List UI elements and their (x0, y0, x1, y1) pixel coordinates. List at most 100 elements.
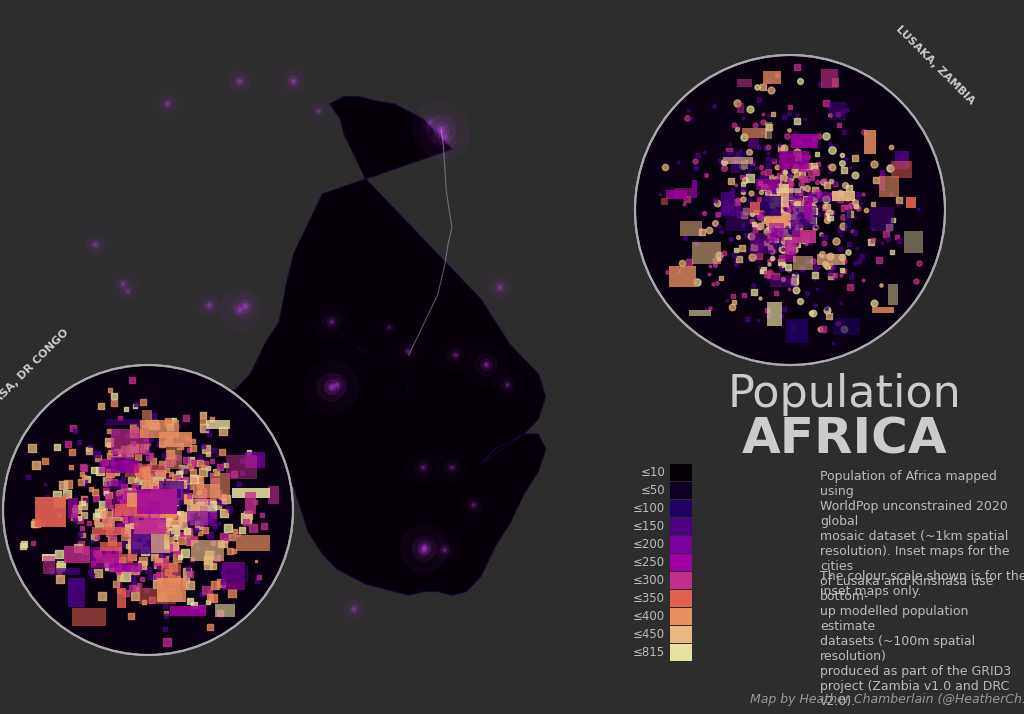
Point (779, 207, 796, 218)
Bar (166, 443, 182, 469)
Bar (143, 501, 154, 520)
Point (163, 504, 179, 516)
Point (128, 583, 144, 594)
Point (72, 528, 88, 540)
Point (141, 494, 158, 506)
Point (86, 486, 102, 498)
Point (135, 508, 152, 519)
Point (155, 489, 171, 501)
Point (128, 508, 144, 520)
Point (171, 468, 187, 480)
Point (746, 119, 763, 130)
Point (170, 482, 186, 493)
Point (787, 161, 804, 173)
Point (785, 210, 802, 221)
Point (882, 162, 898, 174)
Point (145, 489, 162, 501)
Point (138, 499, 155, 511)
Bar (187, 511, 217, 526)
Point (194, 588, 210, 600)
Point (687, 237, 703, 248)
Point (756, 109, 772, 120)
Text: ≤10: ≤10 (640, 466, 665, 478)
Point (160, 518, 176, 530)
Point (209, 449, 225, 461)
Point (115, 563, 131, 574)
Point (830, 318, 847, 329)
Point (840, 246, 856, 258)
Point (118, 487, 134, 498)
Point (177, 474, 194, 486)
Point (807, 184, 823, 196)
Point (153, 436, 169, 448)
Point (783, 192, 800, 203)
Point (16, 539, 33, 550)
Point (158, 473, 174, 484)
Point (132, 469, 148, 481)
Point (181, 511, 198, 522)
Point (741, 104, 758, 115)
Point (726, 296, 742, 308)
Point (781, 206, 798, 217)
Point (775, 142, 792, 154)
Point (248, 555, 264, 566)
Text: ≤50: ≤50 (640, 483, 665, 496)
Point (140, 506, 157, 517)
Bar (692, 242, 721, 264)
Point (780, 203, 797, 215)
Point (138, 506, 155, 518)
Point (143, 501, 160, 513)
Point (134, 504, 151, 516)
Circle shape (244, 305, 247, 308)
Point (97, 456, 114, 468)
Point (126, 495, 142, 506)
Point (135, 531, 152, 543)
Point (127, 487, 143, 498)
Point (199, 543, 215, 555)
Point (233, 524, 250, 536)
Point (734, 186, 751, 198)
Point (153, 521, 169, 533)
Point (788, 109, 805, 121)
Point (134, 501, 151, 513)
Point (736, 289, 753, 301)
Bar (751, 203, 760, 213)
Point (755, 168, 771, 179)
Point (841, 238, 857, 250)
Point (98, 478, 115, 490)
Point (119, 515, 135, 526)
Bar (69, 578, 85, 607)
Point (190, 520, 207, 531)
Point (839, 193, 855, 205)
Point (188, 543, 205, 554)
Point (780, 176, 797, 187)
Point (847, 170, 863, 181)
Point (166, 495, 182, 506)
Point (729, 154, 745, 165)
Point (153, 509, 169, 521)
Point (184, 435, 201, 446)
Point (792, 295, 808, 306)
Point (140, 493, 157, 505)
Point (144, 530, 161, 541)
Point (693, 223, 710, 235)
Point (818, 193, 835, 204)
Point (898, 157, 914, 169)
Point (200, 560, 216, 571)
Point (115, 503, 131, 515)
Point (837, 179, 853, 191)
Point (762, 203, 778, 215)
Point (170, 590, 186, 602)
Point (140, 504, 157, 516)
Point (179, 566, 196, 578)
Point (116, 449, 132, 461)
Point (146, 503, 163, 515)
Bar (770, 228, 800, 237)
Point (102, 514, 119, 526)
Point (114, 538, 130, 549)
Point (200, 596, 216, 608)
Text: ≤100: ≤100 (633, 501, 665, 515)
Point (178, 466, 195, 477)
Point (697, 170, 714, 181)
Point (780, 202, 797, 213)
